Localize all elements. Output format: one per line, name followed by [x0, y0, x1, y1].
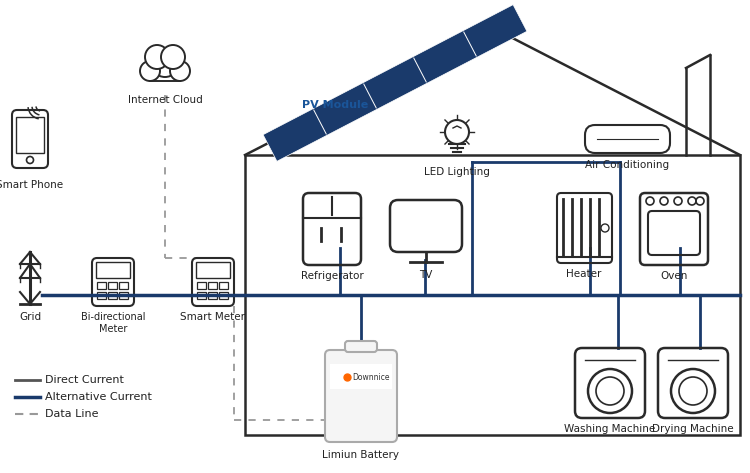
- Bar: [119, 292, 128, 299]
- Text: Bi-directional
Meter: Bi-directional Meter: [81, 312, 146, 333]
- Bar: [119, 282, 128, 289]
- Text: Grid: Grid: [19, 312, 41, 322]
- Circle shape: [145, 45, 169, 69]
- Bar: [108, 292, 117, 299]
- Bar: [16, 117, 44, 153]
- Bar: [245, 155, 740, 435]
- Text: Limiun Battery: Limiun Battery: [322, 450, 400, 460]
- Polygon shape: [263, 5, 527, 161]
- Bar: [330, 364, 392, 389]
- Circle shape: [151, 49, 179, 77]
- Bar: [197, 282, 206, 289]
- Text: Oven: Oven: [660, 271, 688, 281]
- Bar: [197, 292, 206, 299]
- Text: TV: TV: [419, 270, 433, 280]
- Text: Alternative Current: Alternative Current: [45, 392, 152, 402]
- Text: Direct Current: Direct Current: [45, 375, 124, 385]
- Text: Refrigerator: Refrigerator: [301, 271, 363, 281]
- Bar: [97, 292, 106, 299]
- Text: LED Lighting: LED Lighting: [424, 167, 490, 177]
- Bar: [219, 282, 228, 289]
- Text: Drying Machine: Drying Machine: [652, 424, 734, 434]
- Bar: [219, 292, 228, 299]
- Bar: [97, 282, 106, 289]
- Circle shape: [161, 45, 185, 69]
- Bar: [208, 292, 217, 299]
- Bar: [108, 282, 117, 289]
- Text: Internet Cloud: Internet Cloud: [128, 95, 202, 105]
- Bar: [196, 262, 230, 278]
- Bar: [150, 71, 180, 83]
- Text: Air Conditioning: Air Conditioning: [585, 160, 669, 170]
- Bar: [208, 282, 217, 289]
- FancyBboxPatch shape: [345, 341, 377, 352]
- Text: Downnice: Downnice: [352, 373, 389, 382]
- Circle shape: [140, 61, 160, 81]
- Circle shape: [170, 61, 190, 81]
- FancyBboxPatch shape: [325, 350, 397, 442]
- Text: Washing Machine: Washing Machine: [564, 424, 656, 434]
- Text: Smart Meter: Smart Meter: [181, 312, 245, 322]
- Bar: [96, 262, 130, 278]
- Text: Smart Phone: Smart Phone: [0, 180, 64, 190]
- Text: Heater: Heater: [566, 269, 602, 279]
- Text: Data Line: Data Line: [45, 409, 98, 419]
- Text: PV Module: PV Module: [302, 100, 368, 110]
